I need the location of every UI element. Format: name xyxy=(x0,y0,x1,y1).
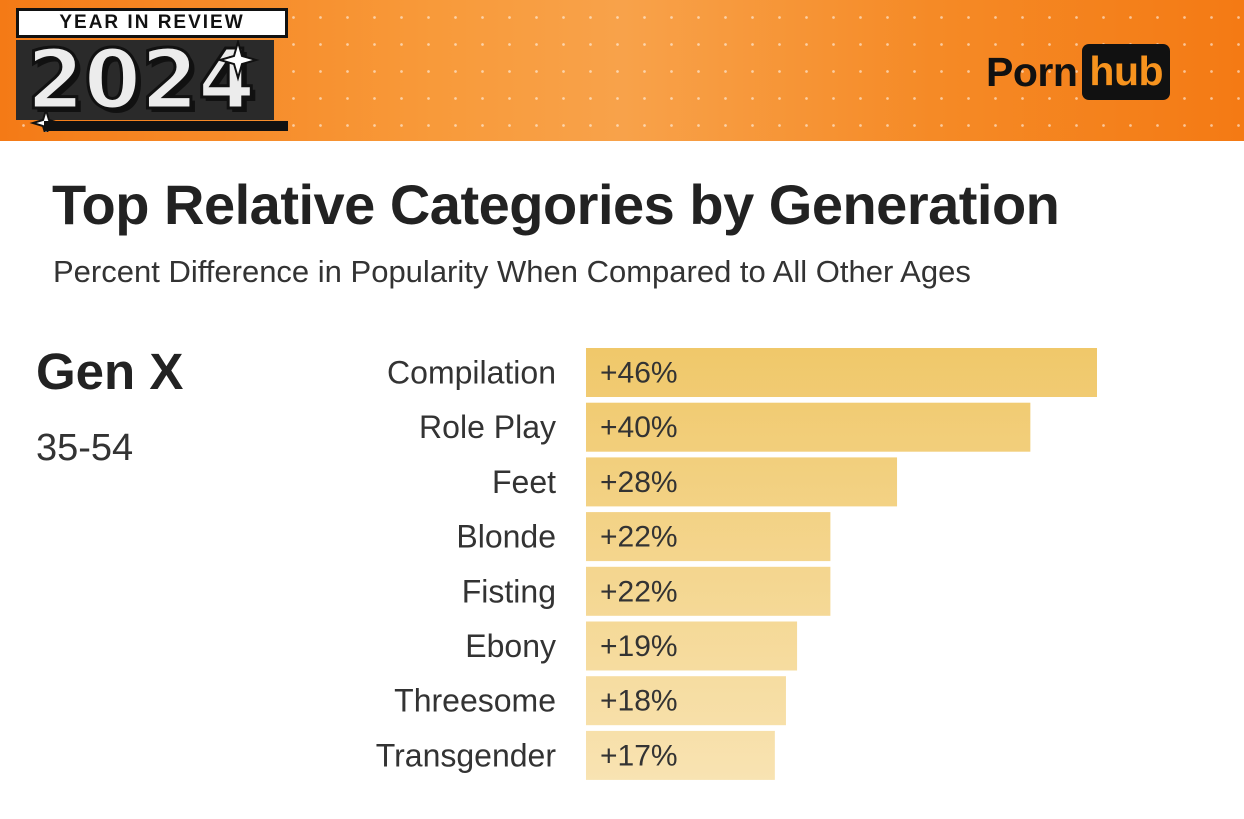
category-label: Feet xyxy=(492,464,556,500)
category-label: Blonde xyxy=(456,519,556,555)
site-logo[interactable]: Porn hub xyxy=(986,42,1171,102)
category-label: Ebony xyxy=(465,628,556,664)
bar xyxy=(586,348,1097,397)
value-label: +19% xyxy=(600,630,678,663)
category-label: Threesome xyxy=(394,683,556,719)
logo-text-right: hub xyxy=(1082,44,1171,100)
badge-year-shadow xyxy=(16,40,274,120)
bar xyxy=(586,676,786,726)
bar xyxy=(586,512,831,562)
badge-year: 2024 2024 xyxy=(16,40,288,132)
generation-age-range: 35-54 xyxy=(36,427,134,469)
bar xyxy=(586,457,898,507)
value-label: +22% xyxy=(600,521,678,554)
category-label: Transgender xyxy=(376,737,557,773)
value-label: +17% xyxy=(600,739,678,772)
category-label: Fisting xyxy=(462,573,556,609)
value-label: +46% xyxy=(600,357,678,390)
logo-text-left: Porn xyxy=(986,48,1078,95)
generation-name: Gen X xyxy=(36,343,184,400)
year-in-review-badge: YEAR IN REVIEW 2024 2024 xyxy=(16,8,288,132)
bar-group: Compilation +46% Role Play +40% Feet +28% Blon… xyxy=(376,348,1097,780)
category-label: Role Play xyxy=(419,409,556,445)
page-subtitle: Percent Difference in Popularity When Co… xyxy=(53,254,971,289)
value-label: +18% xyxy=(600,685,678,718)
value-label: +28% xyxy=(600,466,678,499)
bar xyxy=(586,730,775,780)
bar xyxy=(586,566,831,616)
badge-year-text: 2024 xyxy=(27,40,255,128)
page-title: Top Relative Categories by Generation xyxy=(52,173,1060,236)
badge-top-label: YEAR IN REVIEW xyxy=(16,8,288,38)
bar xyxy=(586,621,798,671)
badge-year-shadow-text: 2024 xyxy=(31,40,259,132)
category-label: Compilation xyxy=(387,355,556,391)
badge-underline xyxy=(44,121,288,131)
value-label: +40% xyxy=(600,411,678,444)
sparkle-icon xyxy=(216,40,260,82)
banner: YEAR IN REVIEW 2024 2024 Porn hub xyxy=(0,0,1244,141)
value-label: +22% xyxy=(600,575,678,608)
bar xyxy=(586,402,1031,452)
badge-year-graphic: 2024 2024 xyxy=(16,40,274,132)
